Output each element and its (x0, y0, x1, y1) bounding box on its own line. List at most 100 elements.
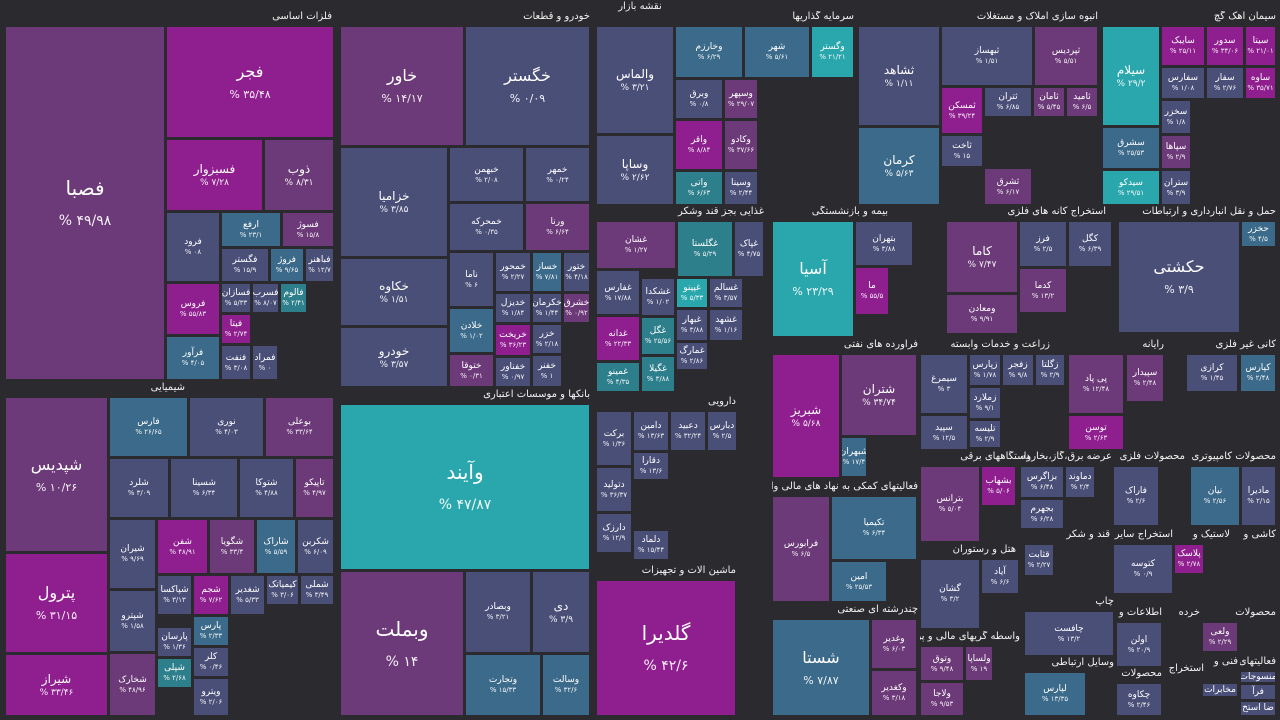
stock-tile[interactable]: توسن ۲/۶۳ % (1068, 415, 1124, 450)
stock-tile[interactable]: سیتا ۲۱/۰۱ % (1245, 26, 1276, 66)
stock-tile[interactable]: فیتا ۲/۷۴ % (221, 314, 251, 344)
stock-tile[interactable]: فرآ (1240, 684, 1276, 700)
stock-tile[interactable]: ختوقا ۰/۳۱ % (449, 354, 494, 387)
stock-tile[interactable]: فروس ۵۵/۸۳ % (166, 283, 220, 335)
stock-tile[interactable]: بوعلی ۳۳/۶۴ % (265, 397, 334, 457)
stock-tile[interactable]: شملی ۳/۴۹ % (300, 575, 334, 605)
stock-tile[interactable]: منسوجات (1240, 671, 1276, 683)
stock-tile[interactable]: دلماد ۱۵/۴۴ % (633, 530, 669, 560)
stock-tile[interactable]: دماوند ۲/۴ % (1065, 466, 1095, 498)
stock-tile[interactable]: ویترو ۲/۰۶ % (193, 678, 229, 716)
stock-tile[interactable]: ناما ۶ % (449, 252, 494, 307)
stock-tile[interactable]: شتوکا ۴/۸۸ % (239, 458, 294, 518)
stock-tile[interactable]: خمحور ۲/۲۷ % (495, 252, 531, 292)
stock-tile[interactable]: وبصادر ۳/۲۱ % (465, 571, 531, 653)
stock-tile[interactable]: ضا استخ (1240, 701, 1276, 716)
stock-tile[interactable]: شهر ۵/۶۱ % (744, 26, 810, 78)
stock-tile[interactable]: فرود ۰۸ % (166, 212, 220, 282)
stock-tile[interactable]: مخابرات (1202, 683, 1238, 697)
stock-tile[interactable]: سیلام ۲۹/۲ % (1102, 26, 1160, 126)
stock-tile[interactable]: ورنا ۶/۶۴ % (525, 203, 590, 251)
stock-tile[interactable]: شیراز ۳۳/۴۶ % (5, 654, 108, 716)
stock-tile[interactable]: وکغدیر ۳/۱۸ % (871, 670, 917, 716)
stock-tile[interactable]: مادیرا ۲/۱۵ % (1241, 466, 1276, 526)
stock-tile[interactable]: ثشاهد ۱/۱۱ % (858, 26, 940, 126)
stock-tile[interactable]: لپارس ۱۳/۳۵ % (1024, 672, 1086, 716)
stock-tile[interactable]: غبهار ۳/۸۸ % (676, 309, 708, 341)
stock-tile[interactable]: غمینو ۴/۳۵ % (596, 362, 640, 392)
stock-tile[interactable]: پلاسک ۲/۷۸ % (1174, 544, 1204, 574)
stock-tile[interactable]: اولن ۲۰/۹ % (1116, 622, 1162, 667)
stock-tile[interactable]: غگل ۲۵/۵۶ % (641, 317, 675, 355)
stock-tile[interactable]: فجر ۳۵/۴۸ % (166, 26, 334, 138)
stock-tile[interactable]: زگلتا ۲/۹ % (1035, 354, 1065, 386)
stock-tile[interactable]: وتجارت ۱۵/۳۳ % (465, 654, 541, 716)
stock-tile[interactable]: وکادو ۳۷/۶۶ % (724, 120, 758, 170)
stock-tile[interactable]: فسرب ۸/۰۷ % (252, 283, 279, 313)
stock-tile[interactable]: ومعادن ۹/۹۱ % (946, 294, 1018, 334)
stock-tile[interactable]: کرمان ۵/۶۳ % (858, 127, 940, 205)
stock-tile[interactable]: سپیدار ۲/۴۸ % (1126, 354, 1164, 402)
stock-tile[interactable]: ولعی ۲/۲۹ % (1202, 622, 1238, 652)
stock-tile[interactable]: ثامان ۵/۴۵ % (1033, 87, 1065, 117)
stock-tile[interactable]: خبهمن ۲/۰۸ % (449, 147, 524, 202)
stock-tile[interactable]: خمهر ۰/۲۴ % (525, 147, 590, 202)
stock-tile[interactable]: خزامیا ۳/۸۵ % (340, 147, 448, 257)
stock-tile[interactable]: گلدیرا ۴۲/۶ % (596, 580, 736, 716)
stock-tile[interactable]: خفنر ۱ % (532, 355, 562, 387)
stock-tile[interactable]: زپارس ۱/۷۸ % (969, 354, 1001, 386)
stock-tile[interactable]: ولاجا ۹/۵۳ % (920, 682, 964, 716)
stock-tile[interactable]: خزر ۲/۱۸ % (532, 324, 562, 354)
stock-tile[interactable]: خگستر ۰/۰۹ % (465, 26, 590, 146)
stock-tile[interactable]: قثابت ۲/۲۷ % (1024, 544, 1054, 576)
stock-tile[interactable]: شجم ۷/۶۲ % (193, 575, 229, 615)
stock-tile[interactable]: شپلی ۲/۶۸ % (157, 658, 192, 688)
stock-tile[interactable]: شسینا ۶/۳۴ % (170, 458, 238, 518)
stock-tile[interactable]: غشهد ۱/۱۶ % (709, 309, 743, 341)
stock-tile[interactable]: چافست ۱۳/۲ % (1024, 611, 1114, 656)
stock-tile[interactable]: غسالم ۳/۵۷ % (709, 278, 743, 308)
stock-tile[interactable]: زفجر ۹/۸ % (1002, 354, 1034, 386)
stock-tile[interactable]: شستا ۷/۸۷ % (772, 619, 870, 716)
stock-tile[interactable]: واتی ۶/۶۳ % (675, 171, 723, 205)
stock-tile[interactable]: حخزر ۴/۵ % (1241, 221, 1276, 247)
stock-tile[interactable]: سخزر ۱/۸ % (1161, 100, 1191, 134)
stock-tile[interactable]: غمارگ ۲/۸۶ % (676, 342, 708, 370)
stock-tile[interactable]: فسازان ۵/۳۳ % (221, 283, 251, 313)
stock-tile[interactable]: شیران ۹/۶۹ % (109, 519, 156, 589)
stock-tile[interactable]: کیمیاتک ۳/۰۶ % (266, 575, 299, 605)
stock-tile[interactable]: وخارزم ۶/۲۹ % (675, 26, 743, 78)
stock-tile[interactable]: شغدیر ۵/۳۳ % (230, 575, 265, 615)
stock-tile[interactable]: آسیا ۲۳/۲۹ % (772, 221, 854, 337)
stock-tile[interactable]: خکرمان ۱/۴۴ % (532, 293, 562, 323)
stock-tile[interactable]: سشرق ۲۵/۵۳ % (1102, 127, 1160, 169)
stock-tile[interactable]: پترول ۳۱/۱۵ % (5, 553, 108, 653)
stock-tile[interactable]: والماس ۳/۲۱ % (596, 26, 674, 134)
stock-tile[interactable]: شپدیس ۱۰/۲۶ % (5, 397, 108, 552)
stock-tile[interactable]: فالوم ۲/۴۱ % (280, 283, 307, 313)
stock-tile[interactable]: پارسان ۱/۳۶ % (157, 627, 192, 657)
stock-tile[interactable]: گشان ۳/۲ % (920, 559, 980, 629)
stock-tile[interactable]: شپاکسا ۳/۱۳ % (157, 575, 192, 615)
stock-tile[interactable]: کدما ۱۳/۲ % (1019, 268, 1067, 313)
stock-tile[interactable]: ثامید ۶/۵ % (1066, 87, 1098, 117)
stock-tile[interactable]: وبرق ۰/۸ % (675, 79, 723, 119)
stock-tile[interactable]: ثبهساز ۱/۵۱ % (941, 26, 1033, 86)
stock-tile[interactable]: وسالت ۳۲/۶ % (542, 654, 590, 716)
stock-tile[interactable]: ارفع ۲۳/۱ % (221, 212, 281, 247)
stock-tile[interactable]: ثپردیس ۵/۵۱ % (1034, 26, 1098, 86)
stock-tile[interactable]: فسبزوار ۷/۲۸ % (166, 139, 263, 211)
stock-tile[interactable]: غدانه ۲۲/۳۳ % (596, 316, 640, 361)
stock-tile[interactable]: غگیلا ۳/۸۸ % (641, 356, 675, 392)
stock-tile[interactable]: وتوق ۹/۴۸ % (920, 646, 964, 681)
stock-tile[interactable]: شکربن ۶/۰۹ % (297, 519, 334, 574)
stock-tile[interactable]: زملارد ۹/۱ % (969, 387, 1001, 419)
stock-tile[interactable]: حکشتی ۳/۹ % (1118, 221, 1240, 333)
stock-tile[interactable]: خکاوه ۱/۵۱ % (340, 258, 448, 326)
stock-tile[interactable]: ثمسکن ۳۹/۲۴ % (941, 87, 983, 134)
stock-tile[interactable]: امین ۲۵/۵۳ % (831, 561, 887, 602)
stock-tile[interactable]: فرآور ۴/۰۵ % (166, 336, 220, 380)
stock-tile[interactable]: فنفت ۳/۰۸ % (221, 345, 251, 380)
stock-tile[interactable]: خلادن ۱/۰۲ % (449, 308, 494, 353)
stock-tile[interactable]: ولساپا ۱۹ % (965, 646, 993, 681)
